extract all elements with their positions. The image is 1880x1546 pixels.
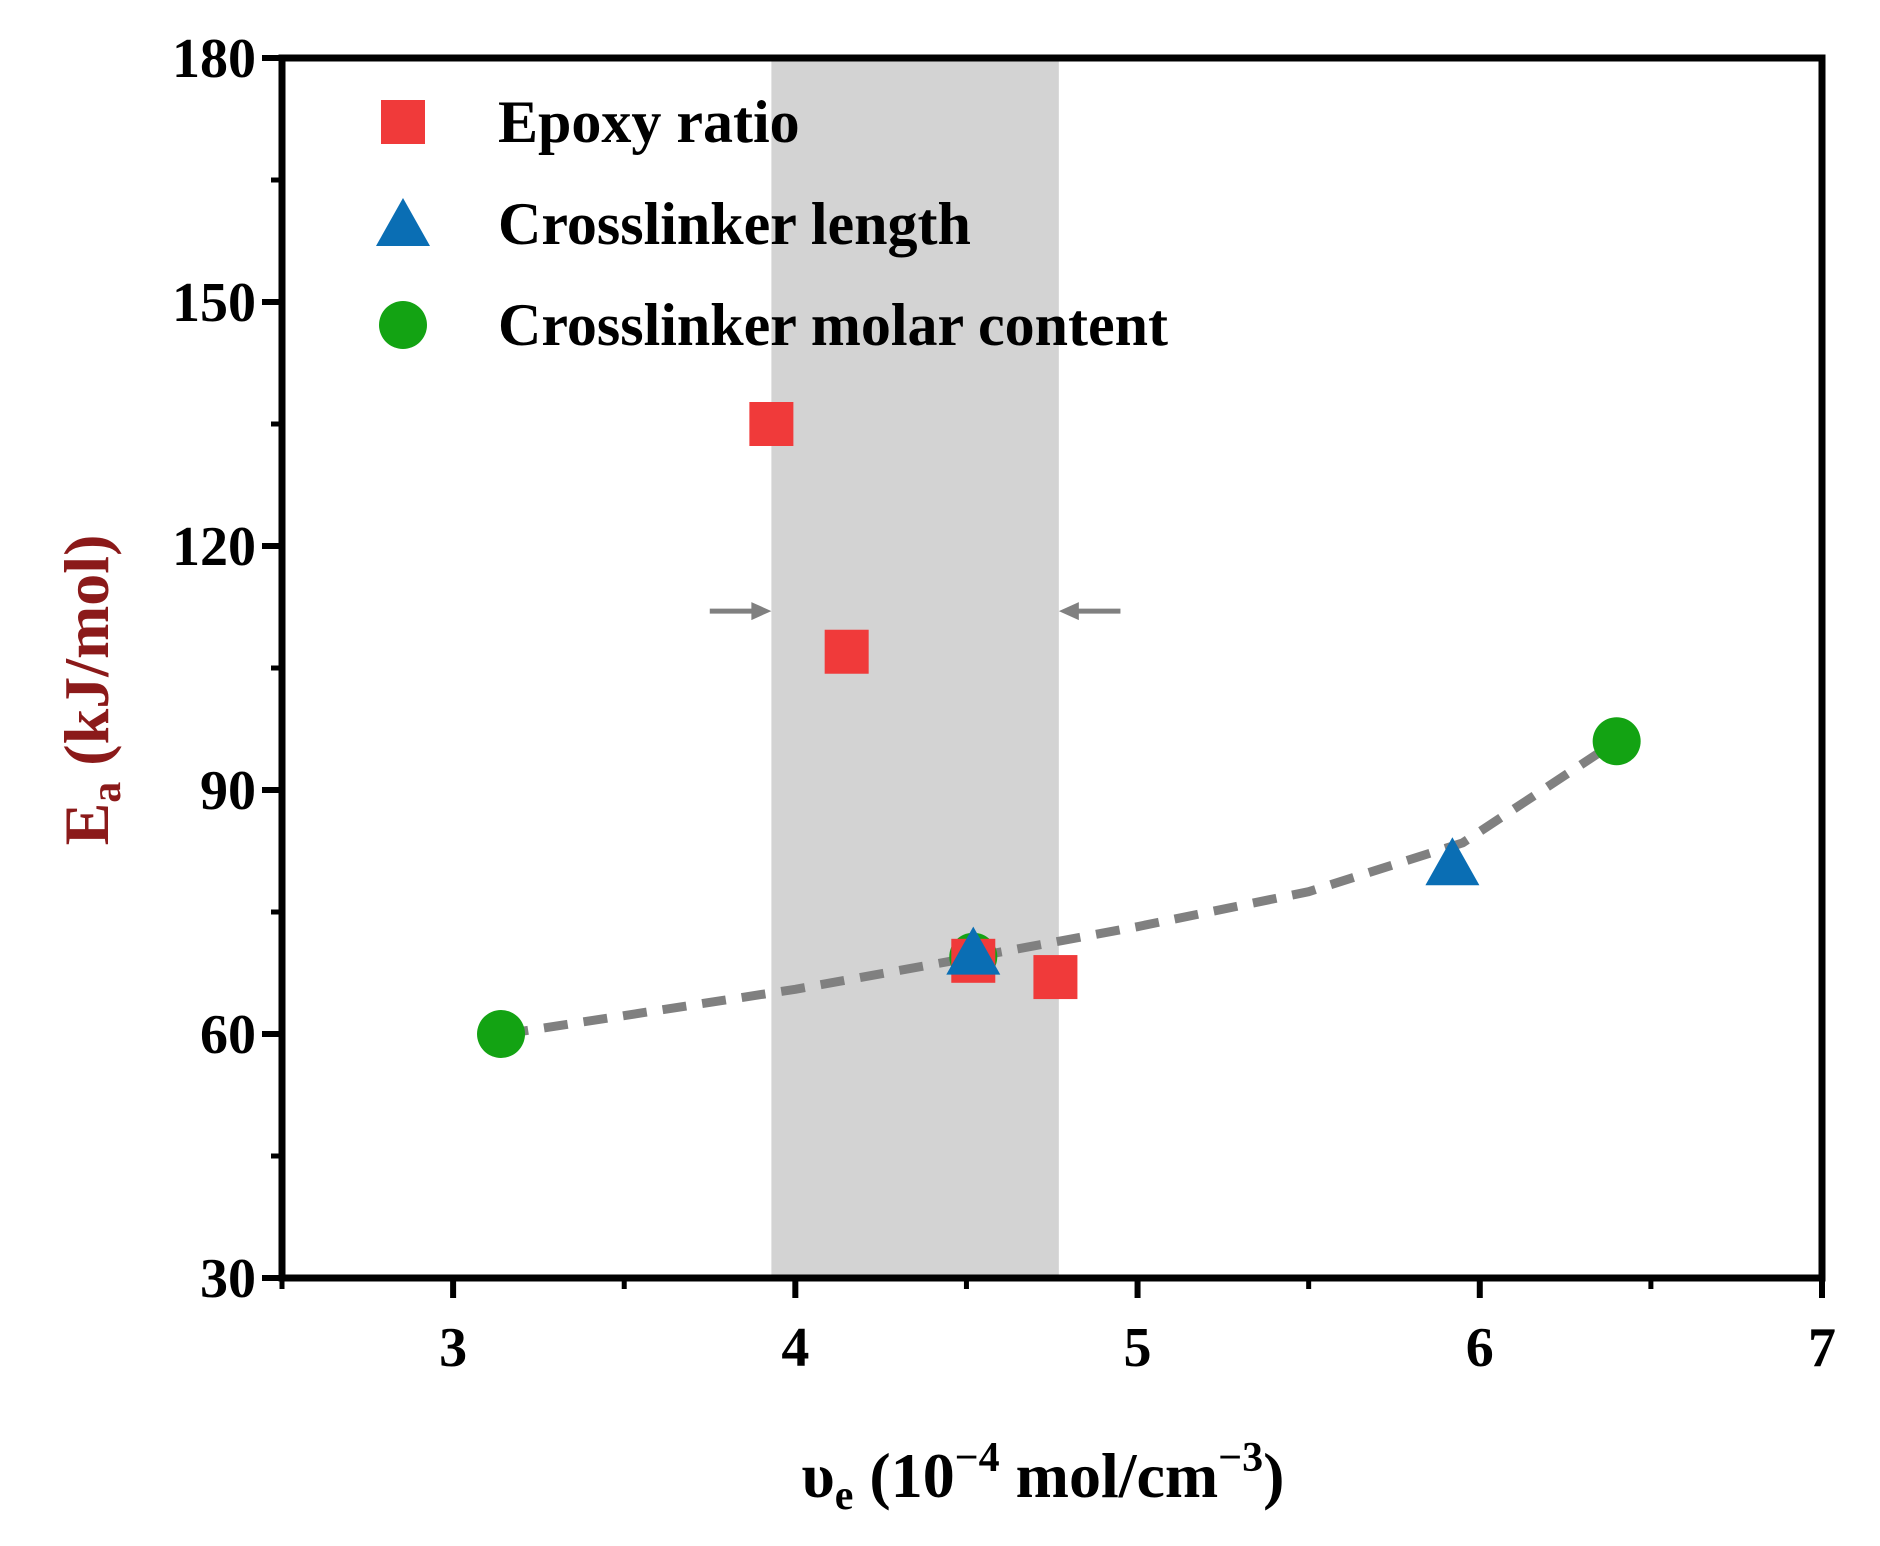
legend-label: Crosslinker molar content — [498, 292, 1168, 358]
x-axis-unit-exponent-1: −4 — [955, 1435, 1000, 1481]
legend-label: Crosslinker length — [498, 191, 971, 257]
epoxy-ratio-point-4 — [1033, 955, 1078, 1000]
arrow-2 — [1058, 602, 1121, 621]
epoxy-ratio-point-2 — [824, 629, 869, 674]
crosslinker-molar-content-point-1 — [477, 1010, 526, 1058]
legend-item-3: Crosslinker molar content — [379, 292, 1168, 358]
x-tick-label-6: 6 — [1466, 1317, 1494, 1379]
arrows-layer — [709, 602, 1121, 621]
y-tick-label-120: 120 — [172, 516, 256, 578]
crosslinker-length-point-1 — [946, 926, 1001, 975]
trend-line-layer — [503, 737, 1620, 1039]
x-tick-label-3: 3 — [439, 1317, 467, 1379]
x-tick-label-4: 4 — [781, 1317, 809, 1379]
x-tick-label-7: 7 — [1808, 1317, 1836, 1379]
x-axis-unit-suffix: ) — [1263, 1440, 1284, 1511]
arrow-1 — [709, 602, 772, 621]
legend-item-1: Epoxy ratio — [381, 89, 800, 155]
y-tick-label-90: 90 — [200, 760, 256, 822]
y-axis-unit: (kJ/mol) — [51, 535, 122, 782]
y-tick-label-150: 150 — [172, 272, 256, 334]
legend-circle-marker — [379, 301, 427, 349]
shaded-band-layer — [771, 58, 1059, 1278]
arrow-head — [751, 602, 772, 621]
x-axis-unit-mid: mol/cm — [1000, 1440, 1219, 1511]
y-tick-label-30: 30 — [200, 1248, 256, 1310]
x-axis-subscript: e — [835, 1473, 854, 1519]
y-tick-label-60: 60 — [200, 1004, 256, 1066]
x-axis-symbol: υ — [802, 1440, 835, 1511]
ticks-layer: 3 4 5 6 7 30 60 90 120 150 180 — [172, 28, 1836, 1379]
crosslinker-molar-content-point-3 — [1592, 717, 1641, 766]
legend-square-marker — [381, 100, 425, 144]
trend-line — [503, 737, 1620, 1039]
legend-label: Epoxy ratio — [498, 89, 800, 155]
y-axis-subscript: a — [84, 782, 130, 803]
y-axis-title: Ea (kJ/mol) — [51, 535, 130, 846]
x-axis-title: υe (10−4 mol/cm−3) — [802, 1435, 1285, 1519]
x-tick-label-5: 5 — [1124, 1317, 1152, 1379]
x-axis-unit-prefix: (10 — [853, 1440, 954, 1511]
arrow-head — [1058, 602, 1079, 621]
legend-triangle-marker — [376, 198, 430, 246]
legend-item-2: Crosslinker length — [376, 191, 971, 257]
shaded-band — [771, 58, 1059, 1278]
y-axis-symbol: E — [51, 803, 122, 846]
x-axis-unit-exponent-2: −3 — [1218, 1435, 1263, 1481]
epoxy-ratio-point-1 — [749, 402, 794, 446]
legend: Epoxy ratio Crosslinker length Crosslinker… — [376, 89, 1168, 358]
y-tick-label-180: 180 — [172, 28, 256, 90]
crosslinker-length-point-2 — [1425, 837, 1480, 886]
data-points-layer — [477, 402, 1641, 1058]
